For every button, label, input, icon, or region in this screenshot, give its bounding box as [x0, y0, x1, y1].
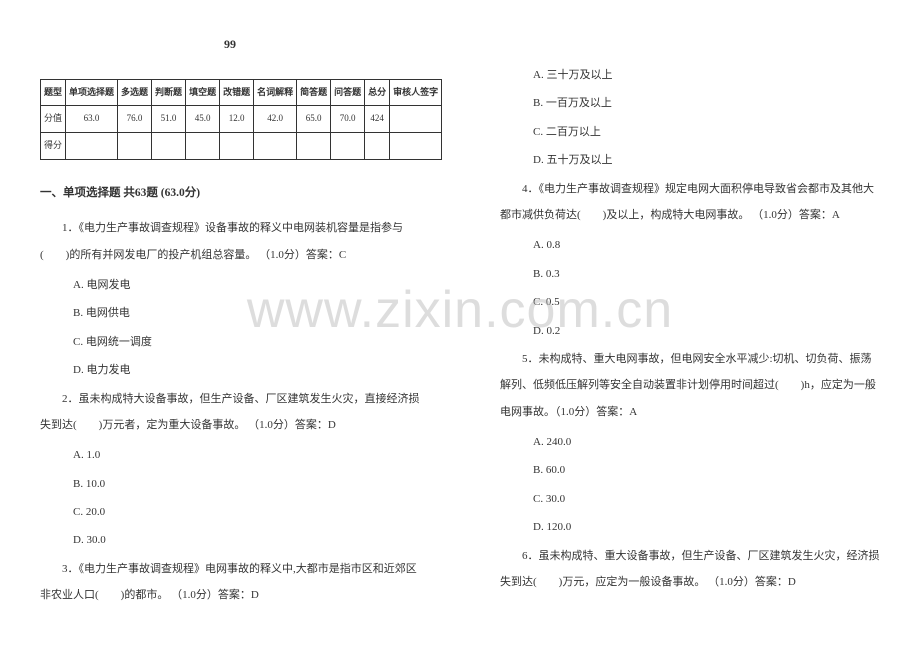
table-cell: 得分 [41, 132, 66, 159]
option: B. 10.0 [40, 471, 420, 497]
option: A. 240.0 [500, 429, 880, 455]
table-cell [118, 132, 152, 159]
page-number: 99 [40, 30, 420, 59]
table-header-cell: 判断题 [152, 79, 186, 106]
table-cell [390, 106, 442, 133]
table-cell [66, 132, 118, 159]
table-cell: 76.0 [118, 106, 152, 133]
option: A. 0.8 [500, 232, 880, 258]
option: C. 20.0 [40, 499, 420, 525]
score-table: 题型 单项选择题 多选题 判断题 填空题 改错题 名词解释 简答题 问答题 总分… [40, 79, 442, 160]
option: D. 五十万及以上 [500, 147, 880, 173]
table-header-cell: 简答题 [297, 79, 331, 106]
table-cell: 45.0 [186, 106, 220, 133]
table-cell [254, 132, 297, 159]
table-header-cell: 问答题 [331, 79, 365, 106]
option: C. 电网统一调度 [40, 329, 420, 355]
table-cell: 42.0 [254, 106, 297, 133]
table-cell: 65.0 [297, 106, 331, 133]
question-text: 4．《电力生产事故调查规程》规定电网大面积停电导致省会都市及其他大都市减供负荷达… [500, 176, 880, 229]
option: B. 0.3 [500, 261, 880, 287]
right-column: A. 三十万及以上 B. 一百万及以上 C. 二百万以上 D. 五十万及以上 4… [460, 0, 920, 651]
table-cell: 分值 [41, 106, 66, 133]
option: B. 电网供电 [40, 300, 420, 326]
question-text: 3．《电力生产事故调查规程》电网事故的释义中,大都市是指市区和近郊区非农业人口(… [40, 556, 420, 609]
table-cell [220, 132, 254, 159]
table-row: 得分 [41, 132, 442, 159]
table-header-cell: 审核人签字 [390, 79, 442, 106]
table-cell [152, 132, 186, 159]
table-header-cell: 多选题 [118, 79, 152, 106]
page-container: 99 题型 单项选择题 多选题 判断题 填空题 改错题 名词解释 简答题 问答题… [0, 0, 920, 651]
option: C. 二百万以上 [500, 119, 880, 145]
question-text: 5．未构成特、重大电网事故，但电网安全水平减少:切机、切负荷、振荡解列、低频低压… [500, 346, 880, 425]
table-cell: 70.0 [331, 106, 365, 133]
table-cell [365, 132, 390, 159]
table-cell [186, 132, 220, 159]
table-header-row: 题型 单项选择题 多选题 判断题 填空题 改错题 名词解释 简答题 问答题 总分… [41, 79, 442, 106]
question-text: 1．《电力生产事故调查规程》设备事故的释义中电网装机容量是指参与( )的所有并网… [40, 215, 420, 268]
option: C. 0.5 [500, 289, 880, 315]
option: B. 60.0 [500, 457, 880, 483]
question-text: 2．虽未构成特大设备事故，但生产设备、厂区建筑发生火灾，直接经济损失到达( )万… [40, 386, 420, 439]
table-header-cell: 名词解释 [254, 79, 297, 106]
table-cell: 51.0 [152, 106, 186, 133]
section-header: 一、单项选择题 共63题 (63.0分) [40, 180, 420, 208]
table-header-cell: 总分 [365, 79, 390, 106]
table-cell [390, 132, 442, 159]
table-row: 分值 63.0 76.0 51.0 45.0 12.0 42.0 65.0 70… [41, 106, 442, 133]
option: B. 一百万及以上 [500, 90, 880, 116]
table-cell: 12.0 [220, 106, 254, 133]
left-column: 99 题型 单项选择题 多选题 判断题 填空题 改错题 名词解释 简答题 问答题… [0, 0, 460, 651]
option: A. 1.0 [40, 442, 420, 468]
table-cell [331, 132, 365, 159]
question-text: 6．虽未构成特、重大设备事故，但生产设备、厂区建筑发生火灾，经济损失到达( )万… [500, 543, 880, 596]
table-header-cell: 改错题 [220, 79, 254, 106]
option: D. 30.0 [40, 527, 420, 553]
option: A. 电网发电 [40, 272, 420, 298]
table-cell [297, 132, 331, 159]
option: A. 三十万及以上 [500, 62, 880, 88]
table-header-cell: 填空题 [186, 79, 220, 106]
option: D. 0.2 [500, 318, 880, 344]
table-header-cell: 题型 [41, 79, 66, 106]
option: D. 120.0 [500, 514, 880, 540]
table-header-cell: 单项选择题 [66, 79, 118, 106]
table-cell: 63.0 [66, 106, 118, 133]
option: D. 电力发电 [40, 357, 420, 383]
option: C. 30.0 [500, 486, 880, 512]
table-cell: 424 [365, 106, 390, 133]
